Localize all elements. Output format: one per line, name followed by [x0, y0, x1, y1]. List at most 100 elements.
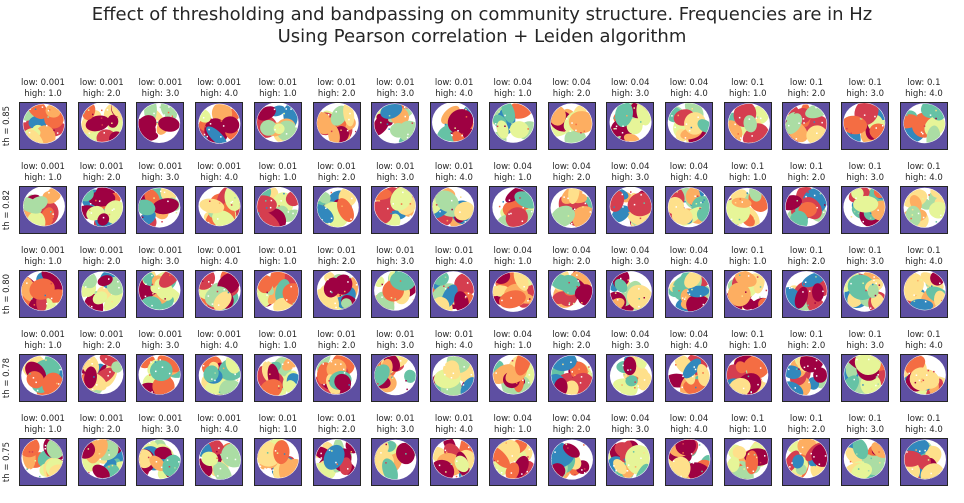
community-map-panel — [430, 270, 479, 318]
speckle — [167, 459, 169, 461]
speckle — [527, 381, 530, 384]
speckle — [330, 191, 332, 194]
speckle — [700, 201, 702, 204]
speckle — [573, 374, 576, 376]
speckle — [748, 460, 751, 462]
community-region — [139, 199, 156, 216]
speckle — [626, 470, 629, 472]
panel-title: low: 0.04 high: 4.0 — [669, 246, 709, 267]
community-map-panel — [136, 438, 185, 486]
speckle — [283, 453, 286, 455]
community-map — [80, 103, 123, 143]
community-region — [390, 187, 413, 211]
speckle — [155, 370, 157, 373]
speckle — [497, 390, 499, 392]
community-region — [726, 457, 740, 473]
speckle — [41, 106, 44, 108]
speckle — [906, 107, 908, 110]
speckle — [787, 114, 790, 117]
speckle — [495, 286, 498, 289]
speckle — [378, 360, 380, 363]
speckle — [861, 118, 863, 120]
speckle — [494, 123, 497, 125]
community-map — [903, 103, 946, 144]
speckle — [47, 116, 49, 118]
community-map — [550, 355, 593, 396]
community-map-panel — [547, 270, 596, 318]
speckle — [354, 455, 356, 458]
community-map-panel — [19, 102, 67, 150]
community-region — [623, 356, 637, 376]
community-map-panel — [841, 270, 890, 318]
community-region — [273, 123, 285, 135]
speckle — [318, 191, 320, 193]
speckle — [742, 387, 745, 390]
speckle — [223, 367, 225, 370]
speckle — [697, 116, 699, 118]
community-regions — [139, 355, 181, 395]
panel-title: low: 0.001 high: 2.0 — [79, 78, 124, 99]
community-map-panel — [430, 354, 479, 402]
speckle — [621, 193, 624, 196]
panel-title: low: 0.1 high: 1.0 — [728, 330, 767, 351]
speckle — [877, 374, 880, 376]
speckle — [643, 452, 646, 454]
speckle — [566, 197, 569, 200]
speckle — [454, 127, 457, 129]
speckle — [349, 218, 352, 220]
speckle — [179, 305, 181, 307]
speckle — [176, 212, 178, 214]
speckle — [102, 442, 105, 444]
community-regions — [668, 103, 710, 143]
speckle — [156, 461, 158, 463]
speckle — [803, 118, 805, 120]
speckle — [218, 304, 220, 306]
community-regions — [610, 187, 652, 227]
speckle — [922, 379, 925, 382]
speckle — [789, 466, 792, 468]
speckle — [443, 285, 445, 287]
speckle — [407, 133, 410, 136]
speckle — [620, 277, 622, 280]
community-map — [785, 103, 828, 144]
community-map — [668, 271, 711, 312]
speckle — [753, 217, 756, 220]
community-regions — [550, 271, 592, 308]
speckle — [676, 191, 678, 193]
speckle — [160, 190, 162, 193]
speckle — [342, 368, 345, 371]
community-map-panel — [547, 102, 596, 150]
speckle — [871, 388, 873, 390]
speckle — [411, 122, 414, 124]
speckle — [236, 379, 239, 382]
panel-title: low: 0.001 high: 2.0 — [79, 162, 124, 183]
speckle — [220, 120, 223, 122]
speckle — [150, 361, 153, 363]
community-regions — [668, 272, 710, 312]
speckle — [906, 471, 909, 474]
speckle — [875, 282, 878, 284]
community-region — [682, 358, 702, 379]
community-region — [637, 371, 652, 391]
speckle — [613, 465, 615, 467]
speckle — [171, 115, 173, 118]
speckle — [501, 139, 503, 142]
community-map — [432, 355, 475, 396]
community-map-panel — [312, 270, 361, 318]
speckle — [347, 118, 350, 121]
community-map — [492, 271, 535, 312]
speckle — [116, 281, 119, 283]
community-map-panel — [665, 102, 714, 150]
community-map — [843, 271, 886, 312]
panel-title: low: 0.1 high: 3.0 — [846, 162, 885, 183]
speckle — [411, 466, 414, 469]
community-region — [447, 109, 474, 135]
community-map-panel — [665, 438, 714, 486]
speckle — [803, 283, 806, 285]
speckle — [354, 130, 357, 133]
panel-title: low: 0.04 high: 4.0 — [669, 414, 709, 435]
community-map — [432, 271, 475, 312]
speckle — [101, 124, 103, 126]
community-map-panel — [899, 102, 948, 150]
community-map — [138, 103, 181, 144]
